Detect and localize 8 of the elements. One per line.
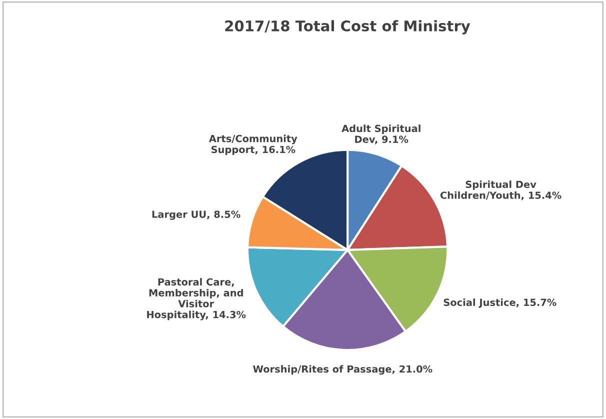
slice-label: Larger UU, 8.5% [152,210,240,220]
slice-label: Adult Spiritual Dev, 9.1% [342,124,420,144]
slice-label: Arts/Community Support, 16.1% [208,134,298,156]
slice-label: Spiritual Dev Children/Youth, 15.4% [440,180,562,200]
slice-label: Pastoral Care, Membership, and Visitor Hospitality, 14.3% [147,278,246,320]
slice-label: Worship/Rites of Passage, 21.0% [253,365,432,375]
chart-title: 2017/18 Total Cost of Ministry [225,20,470,34]
slice-label: Social Justice, 15.7% [444,298,556,308]
